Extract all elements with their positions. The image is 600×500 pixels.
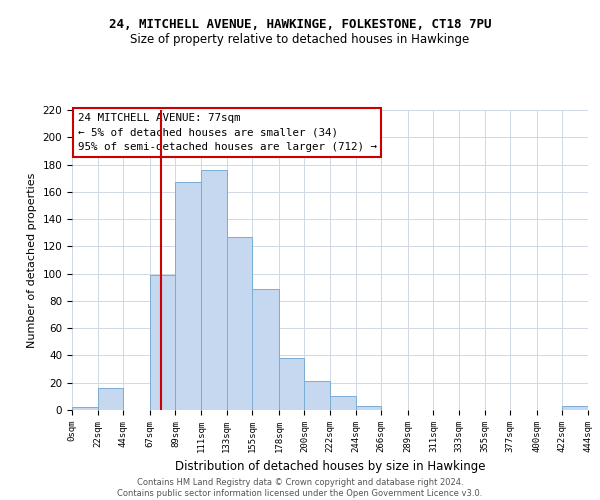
Text: 24 MITCHELL AVENUE: 77sqm
← 5% of detached houses are smaller (34)
95% of semi-d: 24 MITCHELL AVENUE: 77sqm ← 5% of detach… xyxy=(78,112,377,152)
Text: 24, MITCHELL AVENUE, HAWKINGE, FOLKESTONE, CT18 7PU: 24, MITCHELL AVENUE, HAWKINGE, FOLKESTON… xyxy=(109,18,491,30)
Bar xyxy=(279,358,304,410)
Bar xyxy=(227,237,252,410)
Bar xyxy=(356,406,381,410)
Bar xyxy=(562,406,588,410)
Y-axis label: Number of detached properties: Number of detached properties xyxy=(27,172,37,348)
Bar xyxy=(175,182,201,410)
Text: Contains HM Land Registry data © Crown copyright and database right 2024.
Contai: Contains HM Land Registry data © Crown c… xyxy=(118,478,482,498)
Bar xyxy=(150,275,175,410)
Bar xyxy=(252,288,279,410)
X-axis label: Distribution of detached houses by size in Hawkinge: Distribution of detached houses by size … xyxy=(175,460,485,473)
Bar xyxy=(304,382,330,410)
Bar xyxy=(98,388,123,410)
Bar xyxy=(330,396,356,410)
Bar xyxy=(201,170,227,410)
Text: Size of property relative to detached houses in Hawkinge: Size of property relative to detached ho… xyxy=(130,32,470,46)
Bar xyxy=(72,408,98,410)
